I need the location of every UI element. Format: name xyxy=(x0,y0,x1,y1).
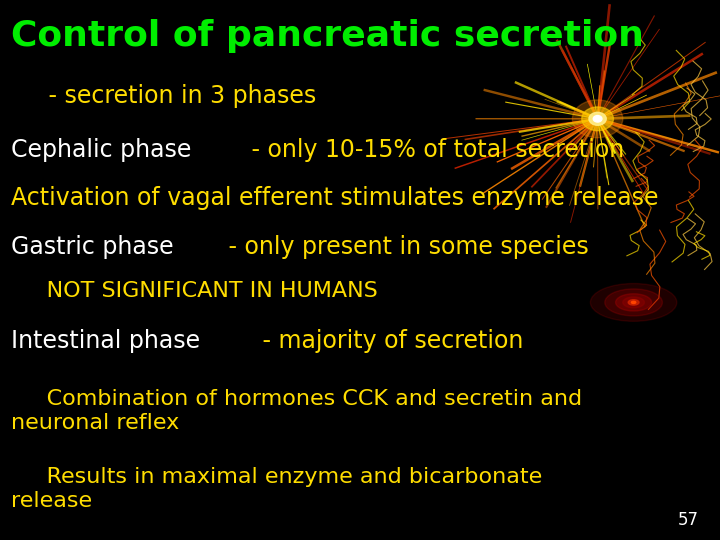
Text: Control of pancreatic secretion: Control of pancreatic secretion xyxy=(11,19,644,53)
Text: Intestinal phase: Intestinal phase xyxy=(11,329,200,353)
Text: NOT SIGNIFICANT IN HUMANS: NOT SIGNIFICANT IN HUMANS xyxy=(11,281,377,301)
Ellipse shape xyxy=(616,294,652,311)
Text: Activation of vagal efferent stimulates enzyme release: Activation of vagal efferent stimulates … xyxy=(11,186,658,210)
Text: Results in maximal enzyme and bicarbonate
release: Results in maximal enzyme and bicarbonat… xyxy=(11,467,542,511)
Text: Cephalic phase: Cephalic phase xyxy=(11,138,192,161)
Ellipse shape xyxy=(628,300,639,305)
Text: Gastric phase: Gastric phase xyxy=(11,235,174,259)
Text: Combination of hormones CCK and secretin and
neuronal reflex: Combination of hormones CCK and secretin… xyxy=(11,389,582,433)
Circle shape xyxy=(582,107,613,131)
Ellipse shape xyxy=(623,297,644,308)
Circle shape xyxy=(593,116,602,122)
Ellipse shape xyxy=(590,284,677,321)
Text: - secretion in 3 phases: - secretion in 3 phases xyxy=(11,84,316,107)
Circle shape xyxy=(589,112,606,125)
Text: - only present in some species: - only present in some species xyxy=(220,235,588,259)
Text: - only 10-15% of total secretion: - only 10-15% of total secretion xyxy=(243,138,624,161)
Ellipse shape xyxy=(605,289,662,316)
Text: 57: 57 xyxy=(678,511,698,529)
Text: - majority of secretion: - majority of secretion xyxy=(255,329,523,353)
Circle shape xyxy=(572,100,623,138)
Ellipse shape xyxy=(631,301,636,303)
